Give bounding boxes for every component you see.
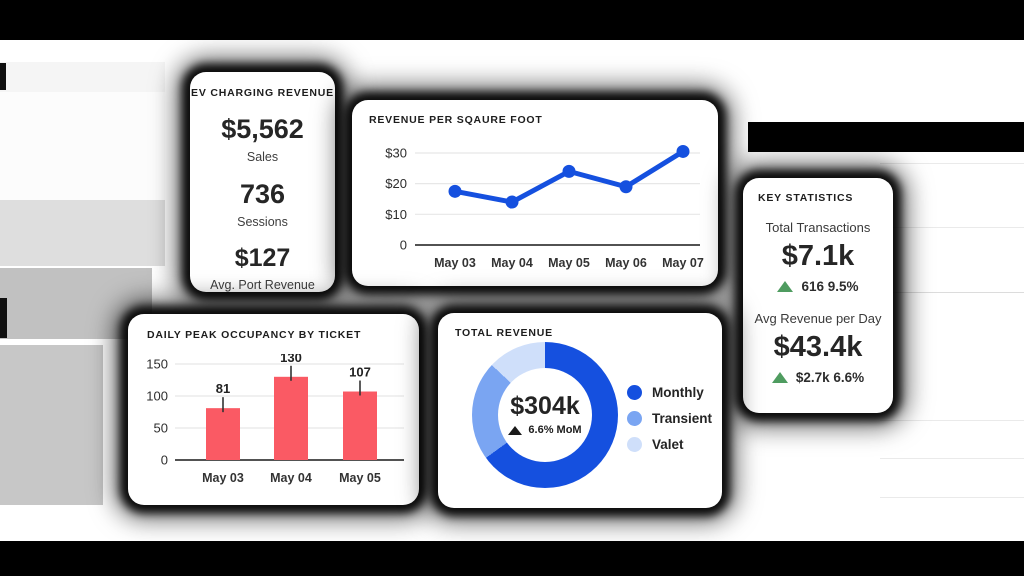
x-tick-label: May 04 <box>491 256 533 270</box>
card-title: TOTAL REVENUE <box>455 327 553 339</box>
up-triangle-icon <box>771 372 788 383</box>
x-tick-label: May 05 <box>339 471 381 485</box>
card-title: KEY STATISTICS <box>758 192 854 204</box>
up-triangle-icon <box>508 425 523 435</box>
daily-peak-occupancy-card: DAILY PEAK OCCUPANCY BY TICKET 150 100 50 0… <box>128 314 419 505</box>
backdrop-line <box>880 292 1024 293</box>
revenue-per-square-foot-card: REVENUE PER SQAURE FOOT $30 $20 $10 0 May 03… <box>352 100 718 286</box>
line-point <box>505 195 519 209</box>
key-statistics-card: KEY STATISTICS Total Transactions $7.1k … <box>743 178 893 413</box>
ev-charging-revenue-card: EV CHARGING REVENUE $5,562 Sales 736 Ses… <box>190 72 335 292</box>
backdrop-block <box>0 200 165 266</box>
y-tick-label: $30 <box>385 145 407 160</box>
x-tick-label: May 03 <box>202 471 244 485</box>
avg-revenue-per-day-value: $43.4k <box>773 331 863 363</box>
legend-dot-valet <box>627 437 642 452</box>
legend-item-valet: Valet <box>627 437 712 452</box>
bar-chart: 150 100 50 0 81 May 03 130 May 04 107 May 05 <box>146 354 404 485</box>
bar-value-label: 81 <box>216 381 230 396</box>
backdrop-block <box>0 62 165 92</box>
total-transactions-delta: 616 9.5% <box>801 279 859 294</box>
backdrop-line <box>880 163 1024 164</box>
edge-notch <box>0 298 7 338</box>
up-triangle-icon <box>777 281 794 292</box>
ev-port-revenue-label: Avg. Port Revenue <box>210 278 315 292</box>
x-tick-label: May 03 <box>434 256 476 270</box>
backdrop-line <box>880 458 1024 459</box>
x-tick-label: May 06 <box>605 256 647 270</box>
backdrop-line <box>880 497 1024 498</box>
y-tick-label: 150 <box>146 357 168 372</box>
legend-label-valet: Valet <box>652 437 684 452</box>
total-revenue-delta: 6.6% MoM <box>528 424 582 436</box>
x-tick-label: May 05 <box>548 256 590 270</box>
avg-revenue-per-day-delta: $2.7k 6.6% <box>795 370 865 385</box>
y-tick-label: 0 <box>161 453 168 468</box>
line-point <box>448 184 462 198</box>
line-chart: $30 $20 $10 0 May 03 May 04 May 05 May 06 May 07 <box>385 144 704 270</box>
x-tick-label: May 07 <box>662 256 704 270</box>
y-tick-label: $20 <box>385 176 407 191</box>
backdrop-line <box>880 420 1024 421</box>
edge-notch <box>0 63 6 90</box>
legend-label-transient: Transient <box>652 411 713 426</box>
card-title: REVENUE PER SQAURE FOOT <box>369 114 543 126</box>
bottom-black-band <box>0 541 1024 576</box>
card-title: DAILY PEAK OCCUPANCY BY TICKET <box>147 329 362 341</box>
y-tick-label: 0 <box>400 238 407 253</box>
ev-sessions-label: Sessions <box>237 215 288 229</box>
y-tick-label: 50 <box>154 421 168 436</box>
donut-hole <box>498 368 592 462</box>
ev-sessions-value: 736 <box>239 179 286 209</box>
legend-dot-monthly <box>627 385 642 400</box>
bar-value-label: 107 <box>349 365 371 380</box>
total-transactions-label: Total Transactions <box>765 220 871 235</box>
ev-sales-label: Sales <box>246 150 279 164</box>
line-point <box>676 144 690 158</box>
backdrop-block <box>0 345 103 505</box>
top-black-band <box>0 0 1024 40</box>
line-point <box>562 164 576 178</box>
card-title: EV CHARGING REVENUE <box>191 87 334 99</box>
bar <box>206 408 240 460</box>
bar <box>274 376 308 460</box>
backdrop-block <box>0 268 152 339</box>
ev-port-revenue-value: $127 <box>234 244 291 272</box>
total-revenue-card: TOTAL REVENUE $304k 6.6% MoM Monthly Tra… <box>438 313 722 508</box>
donut-chart: $304k 6.6% MoM <box>472 342 618 488</box>
y-tick-label: 100 <box>146 389 168 404</box>
bar <box>343 391 377 460</box>
total-revenue-value: $304k <box>510 392 580 420</box>
legend-label-monthly: Monthly <box>652 385 704 400</box>
avg-revenue-per-day-label: Avg Revenue per Day <box>754 311 882 326</box>
right-black-strip <box>748 122 1024 152</box>
legend-item-monthly: Monthly <box>627 385 712 400</box>
backdrop-line <box>880 227 1024 228</box>
donut-legend: Monthly Transient Valet <box>627 385 712 452</box>
ev-sales-value: $5,562 <box>221 114 304 144</box>
bar-value-label: 130 <box>280 354 302 365</box>
y-tick-label: $10 <box>385 207 407 222</box>
line-point <box>619 180 633 194</box>
legend-dot-transient <box>627 411 642 426</box>
total-transactions-value: $7.1k <box>781 240 855 272</box>
backdrop-block <box>0 92 165 200</box>
x-tick-label: May 04 <box>270 471 312 485</box>
legend-item-transient: Transient <box>627 411 712 426</box>
